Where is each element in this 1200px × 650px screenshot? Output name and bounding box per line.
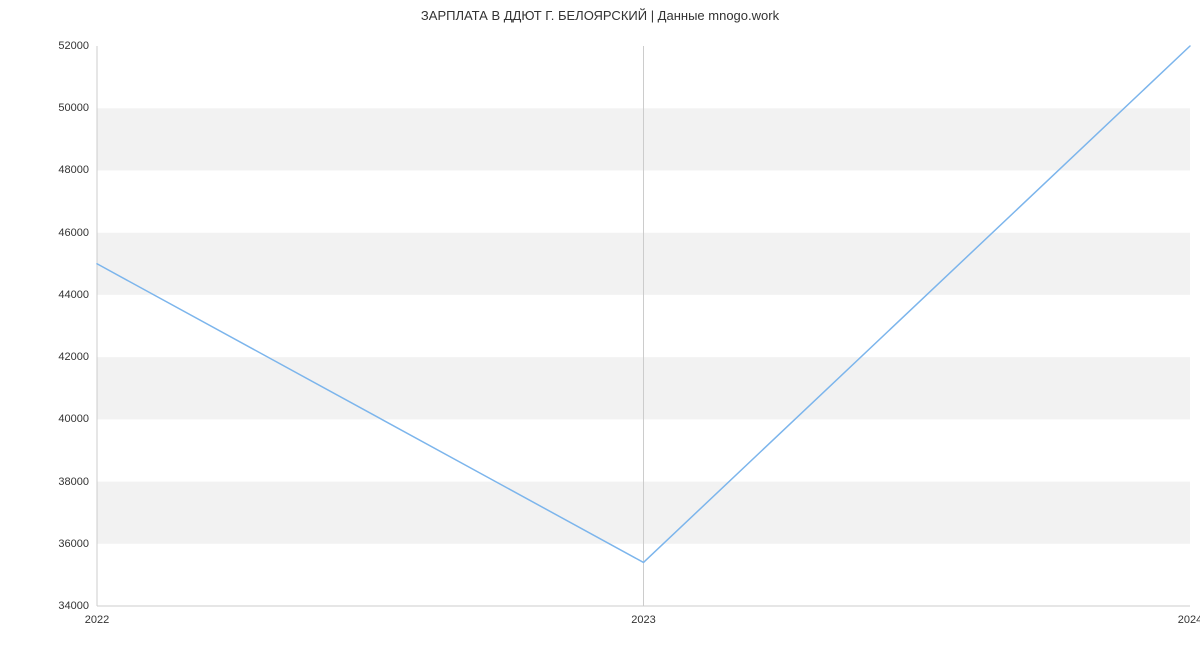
y-tick-label: 46000: [58, 227, 89, 239]
y-tick-label: 52000: [58, 40, 89, 52]
chart-svg: [97, 46, 1190, 606]
y-tick-label: 48000: [58, 164, 89, 176]
y-tick-label: 36000: [58, 538, 89, 550]
y-tick-label: 34000: [58, 600, 89, 612]
salary-line-chart: ЗАРПЛАТА В ДДЮТ Г. БЕЛОЯРСКИЙ | Данные m…: [0, 0, 1200, 650]
y-tick-label: 44000: [58, 289, 89, 301]
y-tick-label: 42000: [58, 351, 89, 363]
x-tick-label: 2023: [631, 614, 655, 626]
y-tick-label: 38000: [58, 476, 89, 488]
y-tick-label: 40000: [58, 413, 89, 425]
x-tick-label: 2024: [1178, 614, 1200, 626]
chart-title: ЗАРПЛАТА В ДДЮТ Г. БЕЛОЯРСКИЙ | Данные m…: [0, 8, 1200, 23]
x-tick-label: 2022: [85, 614, 109, 626]
plot-area: 3400036000380004000042000440004600048000…: [97, 46, 1190, 606]
y-tick-label: 50000: [58, 102, 89, 114]
